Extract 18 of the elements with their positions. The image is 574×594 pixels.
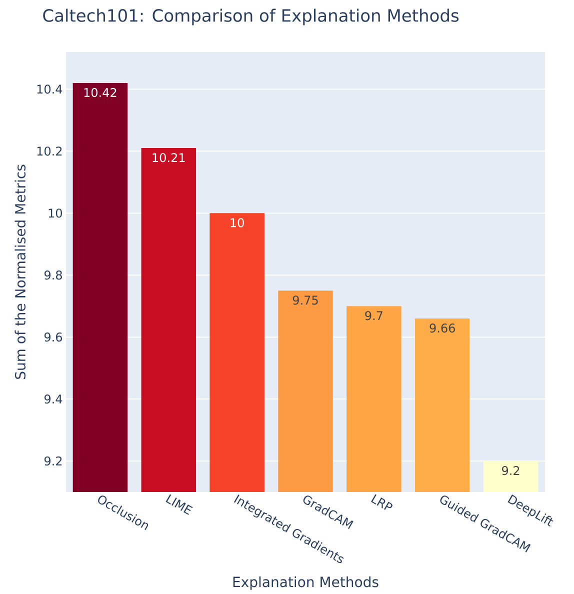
data-label: 10.21 [152, 153, 185, 162]
x-tick-label: LRP [371, 494, 392, 510]
data-label: 9.7 [365, 311, 382, 320]
data-label: 9.2 [502, 466, 520, 476]
data-label: 9.75 [292, 296, 318, 305]
data-label: 10.42 [84, 88, 116, 98]
y-tick-label: 10.2 [37, 146, 62, 156]
y-tick-label: 10 [48, 208, 62, 218]
y-tick-label: 10.4 [37, 84, 62, 94]
data-label: 9.66 [430, 324, 455, 333]
y-tick-label: 9.6 [44, 332, 62, 342]
x-axis-title: Explanation Methods [233, 576, 378, 590]
data-label: 10 [230, 218, 244, 228]
y-tick-label: 9.2 [44, 456, 62, 466]
y-tick-label: 9.4 [44, 394, 62, 404]
chart-title: Caltech101: Comparison of Explanation Methods [43, 8, 459, 26]
y-axis-title: Sum of the Normalised Metrics [14, 164, 26, 379]
y-tick-label: 9.8 [44, 270, 62, 280]
